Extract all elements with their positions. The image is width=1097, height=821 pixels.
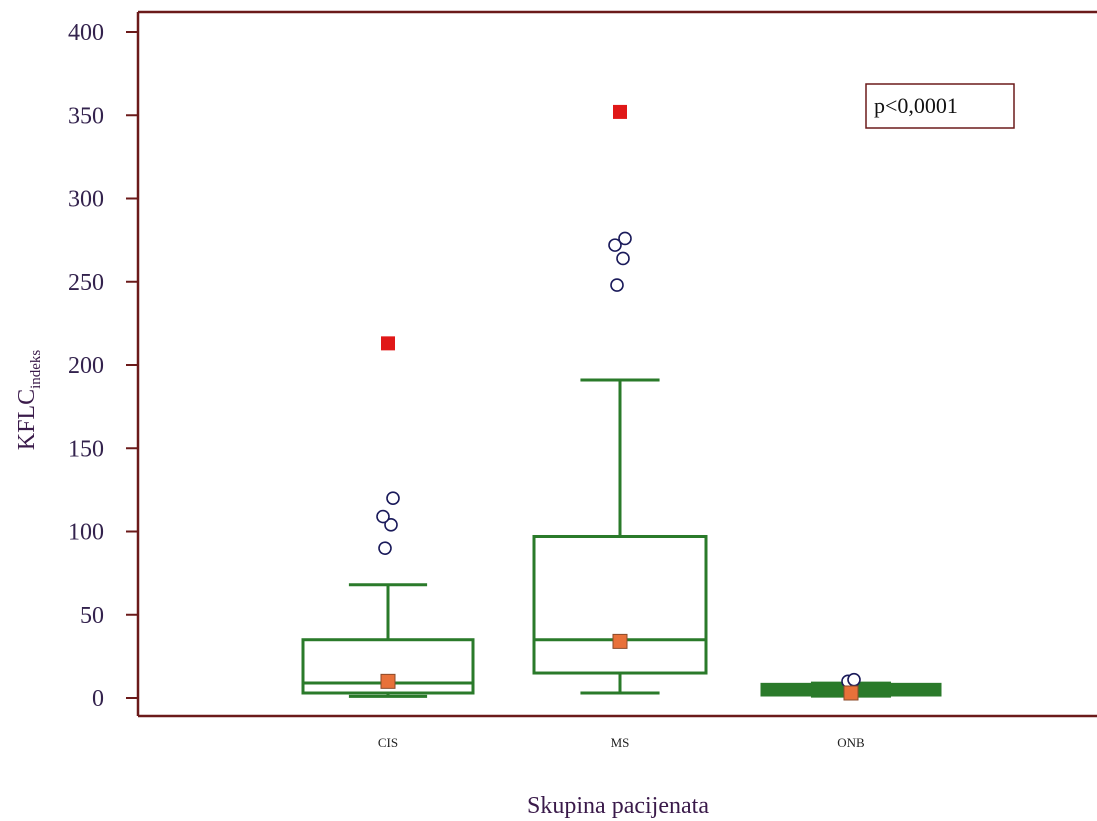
y-axis-title: KFLCindeks (14, 350, 44, 451)
outlier-point (386, 491, 400, 506)
outlier-point (378, 541, 392, 555)
y-tick-label: 400 (68, 20, 104, 46)
y-tick-label: 250 (68, 270, 104, 296)
median-marker (380, 673, 396, 689)
outlier-point (847, 672, 861, 687)
median-marker (612, 633, 628, 649)
box-iqr (301, 638, 475, 695)
p-value-annotation: p<0,0001 (865, 83, 1015, 129)
box-group-cis (301, 336, 475, 698)
outlier-point (616, 251, 630, 266)
x-category-label: ONB (837, 735, 865, 750)
box-iqr (532, 534, 708, 675)
extreme-marker (381, 336, 395, 351)
outlier-point (376, 509, 390, 524)
y-axis-title-subscript: indeks (28, 350, 44, 389)
y-tick-label: 0 (92, 686, 104, 712)
y-tick-label: 350 (68, 103, 104, 129)
y-tick-label: 50 (80, 603, 104, 629)
outlier-point (618, 231, 632, 246)
y-tick-label: 150 (68, 436, 104, 462)
x-axis-title: Skupina pacijenata (527, 793, 709, 819)
outlier-point (608, 238, 622, 252)
extreme-marker (613, 104, 627, 119)
x-category-label: MS (611, 735, 630, 750)
outlier-point (384, 518, 398, 532)
y-tick-label: 100 (68, 520, 104, 546)
p-value-text: p<0,0001 (874, 93, 958, 118)
y-axis-title-main: KFLC (14, 389, 40, 450)
x-category-label: CIS (378, 735, 398, 750)
outlier-point (610, 278, 624, 292)
box-group-onb (760, 672, 942, 701)
y-tick-label: 200 (68, 353, 104, 379)
median-marker (843, 685, 859, 701)
box-group-ms (532, 104, 708, 695)
y-tick-label: 300 (68, 187, 104, 213)
